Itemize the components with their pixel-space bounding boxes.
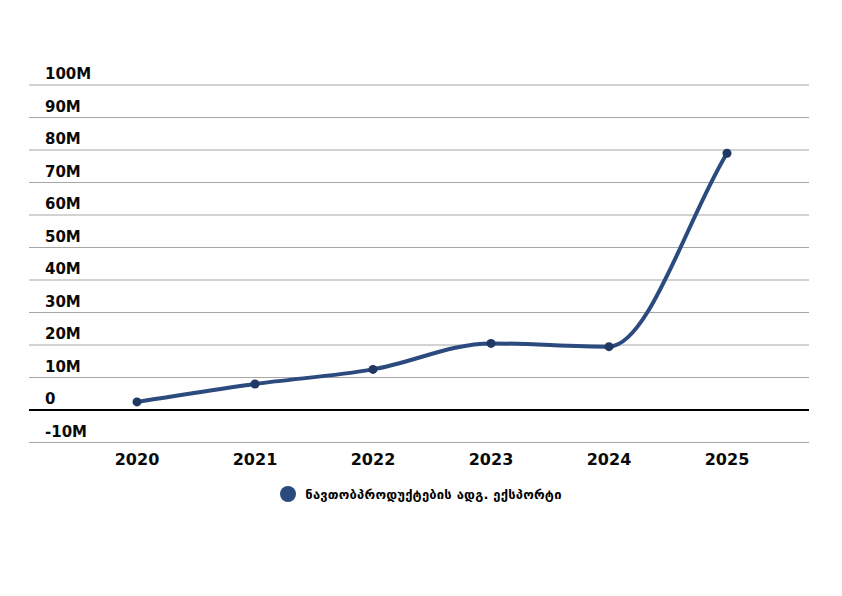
data-point-marker[interactable] (605, 342, 614, 351)
data-point-marker[interactable] (369, 365, 378, 374)
data-point-marker[interactable] (133, 397, 142, 406)
x-axis-tick-label: 2025 (705, 450, 750, 469)
x-axis-tick-label: 2023 (469, 450, 514, 469)
data-point-marker[interactable] (487, 339, 496, 348)
chart-legend: ნავთობპროდუქტების ადგ. ექსპორტი (0, 486, 842, 502)
data-point-marker[interactable] (723, 149, 732, 158)
y-axis-tick-label: -10M (45, 423, 87, 441)
x-axis-tick-label: 2021 (233, 450, 278, 469)
y-axis-tick-label: 40M (45, 260, 81, 278)
y-axis-tick-label: 50M (45, 228, 81, 246)
x-axis-tick-label: 2024 (587, 450, 632, 469)
chart-canvas: -10M 0 10M 20M 30M 40M 50M 60M 70M 80M 90M 100M 2020… (0, 0, 842, 596)
series-line (137, 153, 727, 402)
y-axis-tick-label: 70M (45, 163, 81, 181)
line-chart: -10M 0 10M 20M 30M 40M 50M 60M 70M 80M 90M 100M 2020… (0, 0, 842, 478)
legend-marker-icon (280, 486, 296, 502)
y-axis-tick-label: 10M (45, 358, 81, 376)
legend-label: ნავთობპროდუქტების ადგ. ექსპორტი (305, 487, 561, 502)
y-axis-tick-label: 80M (45, 130, 81, 148)
legend-item[interactable]: ნავთობპროდუქტების ადგ. ექსპორტი (280, 486, 561, 502)
data-point-marker[interactable] (251, 380, 260, 389)
x-axis-tick-label: 2020 (115, 450, 160, 469)
y-axis-tick-label: 20M (45, 325, 81, 343)
y-axis-tick-label: 0 (45, 390, 55, 408)
y-axis-tick-label: 100M (45, 65, 91, 83)
y-axis-tick-label: 60M (45, 195, 81, 213)
y-axis-tick-label: 90M (45, 98, 81, 116)
x-axis-tick-label: 2022 (351, 450, 396, 469)
y-axis-tick-label: 30M (45, 293, 81, 311)
